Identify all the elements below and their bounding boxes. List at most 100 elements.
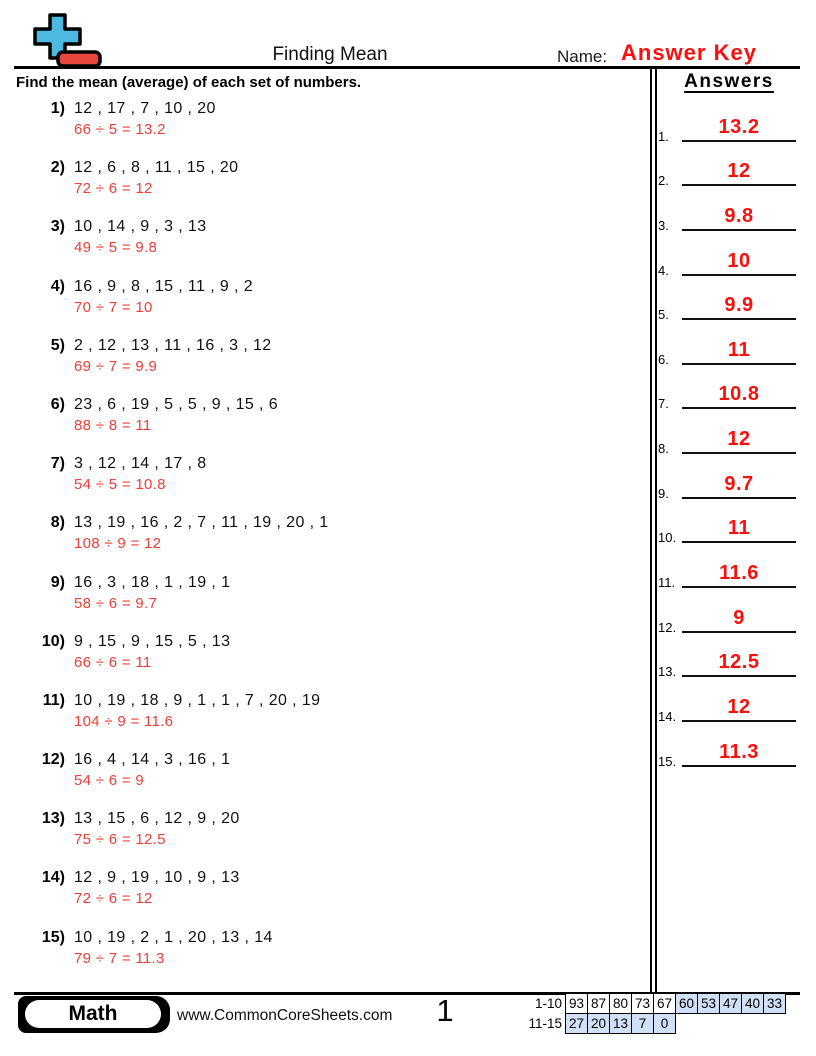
answer-blank-line: 10.8 bbox=[682, 383, 796, 410]
problem-number: 7) bbox=[50, 455, 65, 473]
problem-work-answer: 66 ÷ 5 = 13.2 bbox=[74, 121, 166, 138]
problem-work-answer: 54 ÷ 6 = 9 bbox=[74, 772, 145, 790]
answer-value: 9.9 bbox=[724, 294, 754, 317]
problem-body: 10 , 19 , 2 , 1 , 20 , 13 , 14 79 ÷ 7 = … bbox=[74, 929, 273, 988]
answer-value: 9 bbox=[733, 606, 745, 629]
answer-row-number: 11. bbox=[658, 575, 676, 591]
math-badge-label: Math bbox=[68, 1002, 118, 1025]
answer-row: 2. 12 bbox=[656, 157, 798, 202]
answers-title: Answers bbox=[684, 71, 774, 92]
score-cells-plain: 93 87 80 73 67 bbox=[565, 993, 676, 1014]
score-cell: 27 bbox=[565, 1013, 588, 1034]
answer-row: 6. 11 bbox=[656, 335, 798, 380]
problem-body: 12 , 17 , 7 , 10 , 20 66 ÷ 5 = 13.2 bbox=[74, 100, 216, 159]
problem-item: 4) 16 , 9 , 8 , 15 , 11 , 9 , 2 70 ÷ 7 =… bbox=[28, 278, 640, 337]
answer-row-number: 3. bbox=[658, 217, 669, 233]
answer-blank-line: 11 bbox=[682, 339, 796, 365]
answer-row-number: 2. bbox=[658, 173, 669, 189]
problem-body: 12 , 9 , 19 , 10 , 9 , 13 72 ÷ 6 = 12 bbox=[74, 869, 240, 928]
answer-row-number: 1. bbox=[658, 128, 669, 144]
answer-value: 9.8 bbox=[724, 204, 754, 227]
problem-number: 4) bbox=[50, 277, 65, 295]
problem-work-answer: 66 ÷ 6 = 11 bbox=[74, 653, 152, 671]
answer-row-number: 13. bbox=[658, 664, 677, 680]
problem-number: 5) bbox=[50, 336, 65, 354]
problem-number-set: 13 , 15 , 6 , 12 , 9 , 20 bbox=[74, 810, 240, 828]
problem-number-set: 12 , 6 , 8 , 11 , 15 , 20 bbox=[74, 159, 239, 177]
answer-value: 10 bbox=[727, 249, 751, 272]
answer-value: 11 bbox=[727, 338, 751, 361]
problem-number-set: 10 , 19 , 18 , 9 , 1 , 1 , 7 , 20 , 19 bbox=[74, 691, 321, 709]
problem-item: 13) 13 , 15 , 6 , 12 , 9 , 20 75 ÷ 6 = 1… bbox=[28, 810, 640, 869]
problem-number-set: 2 , 12 , 13 , 11 , 16 , 3 , 12 bbox=[74, 336, 272, 354]
score-cell: 33 bbox=[763, 993, 786, 1014]
answer-row: 3. 9.8 bbox=[656, 201, 798, 246]
answer-row: 1. 13.2 bbox=[656, 112, 798, 157]
problem-body: 13 , 15 , 6 , 12 , 9 , 20 75 ÷ 6 = 12.5 bbox=[74, 810, 240, 869]
answer-value: 9.7 bbox=[724, 472, 754, 495]
answer-key-label: Answer Key bbox=[621, 40, 757, 65]
problem-body: 16 , 4 , 14 , 3 , 16 , 1 54 ÷ 6 = 9 bbox=[74, 751, 230, 810]
answer-blank-line: 12 bbox=[682, 696, 796, 722]
problem-item: 12) 16 , 4 , 14 , 3 , 16 , 1 54 ÷ 6 = 9 bbox=[28, 751, 640, 810]
problem-number-set: 3 , 12 , 14 , 17 , 8 bbox=[74, 455, 207, 473]
problem-work-answer: 72 ÷ 6 = 12 bbox=[74, 180, 153, 198]
name-label: Name: bbox=[557, 47, 608, 66]
math-subject-badge: Math bbox=[18, 996, 170, 1033]
answer-blank-line: 11.6 bbox=[682, 562, 796, 589]
score-cells-highlight: 60 53 47 40 33 bbox=[675, 993, 786, 1014]
answer-blank-line: 12 bbox=[682, 428, 796, 455]
math-badge-pill: Math bbox=[25, 1000, 161, 1028]
problem-number-set: 12 , 9 , 19 , 10 , 9 , 13 bbox=[74, 869, 240, 887]
problem-item: 2) 12 , 6 , 8 , 11 , 15 , 20 72 ÷ 6 = 12 bbox=[28, 159, 640, 218]
score-row-label: 1-10 bbox=[534, 996, 562, 1011]
answer-value: 12.5 bbox=[718, 651, 760, 674]
answer-value: 12 bbox=[727, 160, 751, 183]
answer-blank-line: 12.5 bbox=[682, 651, 796, 678]
problem-item: 14) 12 , 9 , 19 , 10 , 9 , 13 72 ÷ 6 = 1… bbox=[28, 869, 640, 928]
answer-row: 9. 9.7 bbox=[656, 469, 798, 514]
answer-blank-line: 11 bbox=[682, 517, 796, 544]
problem-number: 1) bbox=[50, 100, 65, 117]
answer-row-number: 9. bbox=[658, 485, 669, 501]
problem-number-set: 16 , 4 , 14 , 3 , 16 , 1 bbox=[74, 751, 231, 769]
problem-work-answer: 69 ÷ 7 = 9.9 bbox=[74, 357, 158, 375]
problem-body: 10 , 19 , 18 , 9 , 1 , 1 , 7 , 20 , 19 1… bbox=[74, 692, 320, 751]
score-cell: 67 bbox=[653, 993, 676, 1014]
problem-body: 2 , 12 , 13 , 11 , 16 , 3 , 12 69 ÷ 7 = … bbox=[74, 337, 272, 396]
problem-item: 8) 13 , 19 , 16 , 2 , 7 , 11 , 19 , 20 ,… bbox=[28, 514, 640, 573]
problem-body: 13 , 19 , 16 , 2 , 7 , 11 , 19 , 20 , 1 … bbox=[74, 514, 329, 573]
problem-item: 1) 12 , 17 , 7 , 10 , 20 66 ÷ 5 = 13.2 bbox=[28, 100, 640, 159]
problem-number: 6) bbox=[50, 395, 65, 413]
problem-item: 9) 16 , 3 , 18 , 1 , 19 , 1 58 ÷ 6 = 9.7 bbox=[28, 574, 640, 633]
answer-row-number: 10. bbox=[658, 530, 677, 546]
problem-item: 6) 23 , 6 , 19 , 5 , 5 , 9 , 15 , 6 88 ÷… bbox=[28, 396, 640, 455]
answer-blank-line: 10 bbox=[682, 250, 796, 276]
answer-blank-line: 9 bbox=[682, 607, 796, 633]
answer-row-number: 15. bbox=[658, 753, 677, 769]
answer-row-number: 4. bbox=[658, 262, 669, 278]
answer-row: 11. 11.6 bbox=[656, 558, 798, 603]
problem-number: 15) bbox=[41, 928, 65, 946]
problem-work-answer: 108 ÷ 9 = 12 bbox=[74, 535, 162, 553]
problem-number-set: 10 , 14 , 9 , 3 , 13 bbox=[74, 218, 207, 236]
plus-minus-logo-icon bbox=[33, 13, 102, 68]
problem-number: 9) bbox=[50, 573, 65, 591]
problem-number-set: 23 , 6 , 19 , 5 , 5 , 9 , 15 , 6 bbox=[74, 395, 279, 413]
header-divider bbox=[14, 66, 800, 69]
answer-row-number: 14. bbox=[658, 708, 677, 724]
answer-row: 4. 10 bbox=[656, 246, 798, 291]
answer-value: 11 bbox=[727, 517, 751, 540]
problem-item: 10) 9 , 15 , 9 , 15 , 5 , 13 66 ÷ 6 = 11 bbox=[28, 633, 640, 692]
score-cell: 87 bbox=[587, 993, 610, 1014]
problem-item: 15) 10 , 19 , 2 , 1 , 20 , 13 , 14 79 ÷ … bbox=[28, 929, 640, 988]
score-cell: 60 bbox=[675, 993, 698, 1014]
footer-divider bbox=[14, 992, 800, 995]
answer-row-number: 5. bbox=[658, 307, 669, 323]
score-cell: 0 bbox=[653, 1013, 676, 1034]
answer-blank-line: 13.2 bbox=[682, 116, 796, 142]
problem-body: 3 , 12 , 14 , 17 , 8 54 ÷ 5 = 10.8 bbox=[74, 455, 207, 514]
answer-row: 15. 11.3 bbox=[656, 737, 798, 782]
problem-number-set: 13 , 19 , 16 , 2 , 7 , 11 , 19 , 20 , 1 bbox=[74, 514, 329, 532]
page-number: 1 bbox=[436, 993, 454, 1028]
